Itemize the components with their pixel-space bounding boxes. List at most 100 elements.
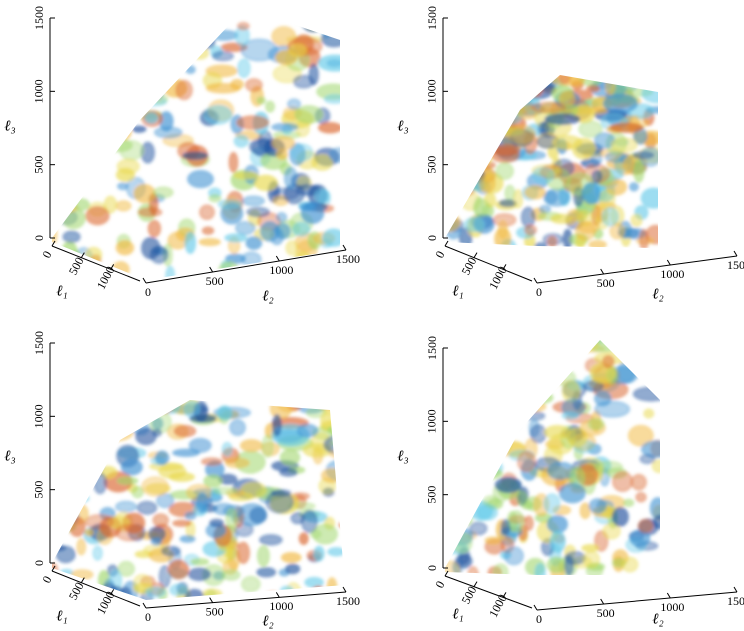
volume-blob xyxy=(630,213,643,227)
volume-blob xyxy=(612,471,633,492)
volume-blob xyxy=(100,115,124,124)
volume-blob xyxy=(84,528,95,537)
volume-blob xyxy=(65,414,102,434)
y-tick xyxy=(666,259,671,266)
volume-blob xyxy=(445,340,457,355)
volume-blob xyxy=(630,474,647,491)
volume-blob xyxy=(96,424,134,442)
volume-blob xyxy=(101,405,126,426)
volume-blob xyxy=(516,78,556,100)
volume-blob xyxy=(609,222,625,240)
volume-blob xyxy=(524,515,534,531)
volume-blob xyxy=(321,468,343,483)
volume-blob xyxy=(586,85,600,93)
volume-blob xyxy=(476,467,503,480)
volume-blob xyxy=(185,65,196,74)
volume-blob xyxy=(460,106,479,123)
volume-blob xyxy=(296,423,319,438)
volume-blob xyxy=(633,159,645,183)
volume-blob xyxy=(222,569,241,581)
y-axis-label: ℓ₂ xyxy=(652,286,663,302)
volume-blob xyxy=(285,563,301,575)
volume-blob xyxy=(184,511,197,520)
volume-blob xyxy=(456,411,484,434)
volume-blob xyxy=(131,486,144,499)
volume-blob xyxy=(314,188,331,204)
y-tick-label: 500 xyxy=(597,276,615,290)
volume-blob xyxy=(488,417,516,432)
volume-blob xyxy=(158,464,187,479)
volume-blob xyxy=(279,468,298,477)
volume-blob xyxy=(445,359,462,381)
z-tick-label: 0 xyxy=(425,235,439,241)
volume-blob xyxy=(508,510,525,533)
volume-blob xyxy=(153,186,174,199)
volume-blob xyxy=(294,105,323,124)
volume-blob xyxy=(86,139,108,148)
volume-blob xyxy=(224,233,248,243)
volume-blob xyxy=(184,231,197,254)
volume-blob xyxy=(80,112,90,136)
volume-blob xyxy=(274,400,285,406)
volume-blob xyxy=(320,30,340,48)
volume-blob xyxy=(61,28,92,47)
volume-blob xyxy=(131,400,143,415)
volume-blob xyxy=(581,544,599,552)
volume-blob xyxy=(494,417,520,432)
volume-blob xyxy=(236,541,250,564)
volume-blob xyxy=(472,410,482,434)
volume-blob xyxy=(225,508,238,529)
y-tick-label: 1000 xyxy=(660,267,684,281)
volume-blob xyxy=(530,424,547,444)
volume-blob xyxy=(104,138,133,152)
volume-blob xyxy=(546,352,568,374)
volume-blob xyxy=(233,134,249,148)
volume-blob xyxy=(445,109,465,131)
volume-blob xyxy=(450,75,468,85)
x-tick-label: 0 xyxy=(432,578,447,590)
y-tick-label: 500 xyxy=(206,274,224,288)
volume-blob xyxy=(504,184,516,202)
volume-blob xyxy=(598,189,616,208)
volume-blob xyxy=(102,400,115,413)
x-tick-label: 0 xyxy=(432,248,447,260)
volume-blob xyxy=(152,429,162,437)
volume-blob xyxy=(153,400,174,414)
volume-blob xyxy=(489,438,509,447)
volume-blob xyxy=(461,474,475,497)
volume-blob xyxy=(455,81,474,92)
x-tick xyxy=(473,252,478,258)
y-tick xyxy=(275,255,280,262)
z-tick-label: 500 xyxy=(425,486,439,504)
volume-blob xyxy=(643,408,655,419)
volume-blob xyxy=(479,414,492,430)
volume-blob xyxy=(609,122,644,133)
volume-blob xyxy=(492,411,520,427)
volume-blob xyxy=(477,161,496,170)
volume-blob xyxy=(488,88,505,110)
volume-blob xyxy=(330,438,345,447)
y-axis xyxy=(536,591,738,611)
volume-blob xyxy=(462,105,475,114)
volume-blob xyxy=(188,567,211,581)
volume-blob xyxy=(191,46,209,60)
volume-blob xyxy=(272,414,282,437)
volume-blob xyxy=(571,138,596,160)
volume-blob xyxy=(498,388,519,397)
volume-blob xyxy=(498,432,512,453)
volume-blob xyxy=(445,390,480,399)
volume-blob xyxy=(601,207,619,227)
volume-blob xyxy=(291,143,313,162)
volume-blob xyxy=(488,113,499,132)
y-tick xyxy=(342,244,347,251)
volume-blob xyxy=(559,91,576,107)
volume-blob xyxy=(454,455,481,477)
volume-blob xyxy=(74,112,102,122)
volume-blob xyxy=(62,415,98,438)
volume-blob xyxy=(456,148,474,167)
z-tick-label: 1000 xyxy=(425,79,439,103)
volume-blob xyxy=(445,487,457,506)
volume-blob xyxy=(179,535,196,543)
volume-blob xyxy=(492,379,514,396)
